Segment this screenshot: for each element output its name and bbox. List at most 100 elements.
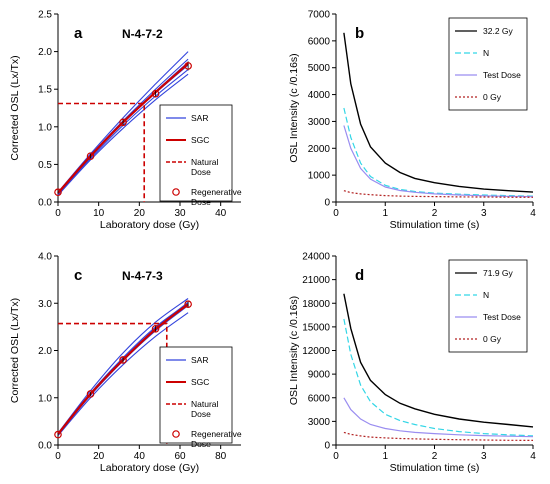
legend-label-line: Dose [191,409,211,419]
y-axis-label: OSL Intensity (c /0.16s) [288,53,300,162]
y-tick-label: 0.0 [38,198,52,209]
legend-swatch [172,430,180,438]
legend-label-line: Regenerative [191,187,242,197]
regenerative-point [54,430,62,439]
x-tick-label: 30 [174,208,186,219]
x-tick-label: 1 [382,451,388,462]
y-tick-label: 15000 [302,322,330,333]
x-tick-label: 40 [215,208,227,219]
y-tick-label: 2000 [308,144,331,155]
legend: 71.9 Gy N Test Dose 0 Gy [448,259,528,353]
x-axis-label: Laboratory dose (Gy) [100,462,199,474]
x-tick-label: 0 [55,451,61,462]
x-axis-label: Stimulation time (s) [390,219,480,231]
x-tick-label: 1 [382,208,388,219]
panel-letter: c [74,267,82,284]
y-axis-label: Corrected OSL (Lx/Tx) [9,298,21,403]
regenerative-point [54,188,62,197]
regenerative-point [184,62,192,70]
legend-label: 32.2 Gy [483,26,514,36]
x-tick-label: 10 [93,208,105,219]
panel-letter: a [74,25,83,42]
legend-label: Test Dose [483,312,521,322]
x-tick-label: 4 [530,451,536,462]
y-tick-label: 2.0 [38,346,52,357]
x-tick-label: 2 [432,208,438,219]
x-tick-label: 4 [530,208,536,219]
y-tick-label: 5000 [308,63,331,74]
y-tick-label: 24000 [302,252,330,263]
panel-letter: d [355,267,364,284]
x-tick-label: 0 [333,451,339,462]
series-line [343,32,534,193]
panel-title: N-4-7-3 [122,269,163,283]
y-tick-label: 21000 [302,275,330,286]
regenerative-point [119,356,127,364]
series-line [343,190,534,198]
y-tick-label: 4000 [308,90,331,101]
legend-label: 0 Gy [483,92,502,102]
natural-dose-line [58,102,146,202]
y-tick-label: 2.5 [38,10,52,21]
series-line [343,125,534,198]
regenerative-point [151,324,160,333]
x-tick-label: 0 [55,208,61,219]
panel-letter: b [355,25,364,42]
y-tick-label: 9000 [308,370,331,381]
panel-b: 0 1000 2000 3000 4000 5000 6000 7000 0 1 2 3 4 Stimul… [288,10,536,232]
y-tick-label: 1.0 [38,393,52,404]
legend-swatch [172,188,180,196]
y-tick-label: 3.0 [38,299,52,310]
regenerative-point [151,89,160,98]
legend-box [159,104,233,202]
legend-label: 0 Gy [483,334,502,344]
y-tick-label: 1.0 [38,122,52,133]
y-tick-label: 6000 [308,393,331,404]
panel-c: 0.0 1.0 2.0 3.0 4.0 0 20 40 60 80 Laboratory dose … [9,252,242,475]
regenerative-point [86,390,95,398]
legend-box [159,346,233,444]
x-tick-label: 20 [93,451,105,462]
y-tick-label: 0 [324,441,330,452]
legend-label-line: Dose [191,167,211,177]
x-tick-label: 0 [333,208,339,219]
series-line [343,318,534,437]
x-tick-label: 3 [481,451,487,462]
x-tick-label: 2 [432,451,438,462]
legend-label-line: Dose [191,439,211,449]
regenerative-point [86,152,95,160]
x-tick-label: 20 [134,208,146,219]
y-tick-label: 3000 [308,117,331,128]
legend-label-line: Regenerative [191,429,242,439]
series-line [343,107,534,197]
legend-label: SAR [191,113,208,123]
x-tick-label: 80 [215,451,227,462]
legend-label-line: Dose [191,197,211,207]
y-axis-label: Corrected OSL (Lx/Tx) [9,55,21,160]
y-tick-label: 18000 [302,299,330,310]
x-axis-label: Stimulation time (s) [390,462,480,474]
x-tick-label: 3 [481,208,487,219]
legend: 32.2 Gy N Test Dose 0 Gy [448,17,528,111]
y-tick-label: 12000 [302,346,330,357]
y-tick-label: 4.0 [38,252,52,263]
sar-curve [57,73,189,196]
y-tick-label: 0 [324,198,330,209]
regenerative-point [119,118,127,127]
y-tick-label: 3000 [308,417,331,428]
legend-label: 71.9 Gy [483,268,514,278]
series-line [343,397,534,438]
legend-label: SAR [191,355,208,365]
legend-label-line: Natural [191,157,219,167]
sar-curve [57,298,189,434]
y-tick-label: 1.5 [38,85,52,96]
natural-dose-line [58,322,168,445]
legend-label: N [483,48,489,58]
legend-label: N [483,290,489,300]
series-line [343,431,534,441]
x-axis-label: Laboratory dose (Gy) [100,219,199,231]
